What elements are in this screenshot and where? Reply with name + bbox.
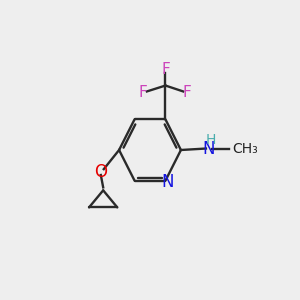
Text: CH₃: CH₃ bbox=[232, 142, 258, 155]
Text: F: F bbox=[139, 85, 148, 100]
Text: F: F bbox=[161, 62, 170, 77]
Text: N: N bbox=[162, 173, 174, 191]
Text: F: F bbox=[182, 85, 191, 100]
Text: N: N bbox=[202, 140, 215, 158]
Text: H: H bbox=[205, 133, 215, 147]
Text: O: O bbox=[94, 163, 107, 181]
